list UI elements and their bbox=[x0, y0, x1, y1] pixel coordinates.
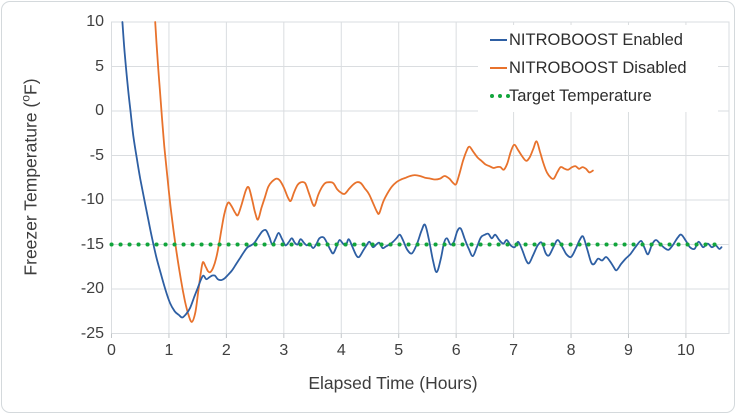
x-tick-label: 0 bbox=[107, 342, 116, 359]
legend-item-enabled: NITROBOOST Enabled bbox=[490, 26, 718, 54]
y-tick-label: -25 bbox=[80, 324, 104, 342]
plot-border bbox=[111, 21, 730, 334]
legend-item-disabled: NITROBOOST Disabled bbox=[490, 54, 718, 82]
legend-label-enabled: NITROBOOST Enabled bbox=[509, 30, 683, 49]
enabled-line-swatch bbox=[490, 39, 507, 41]
disabled-line-swatch bbox=[490, 67, 507, 69]
y-axis-title: Freezer Temperature (oF) bbox=[19, 78, 42, 275]
x-tick-label: 7 bbox=[509, 342, 519, 359]
x-tick-label: 5 bbox=[394, 342, 404, 359]
legend-label-target: Target Temperature bbox=[509, 86, 652, 105]
degree-symbol: o bbox=[18, 94, 33, 102]
x-tick-label: 6 bbox=[451, 342, 461, 359]
legend-label-disabled: NITROBOOST Disabled bbox=[509, 58, 687, 77]
series-nitroboost-disabled-line bbox=[154, 21, 594, 323]
legend: NITROBOOST Enabled NITROBOOST Disabled T… bbox=[478, 25, 718, 112]
y-tick-label: 5 bbox=[95, 57, 104, 75]
y-tick-label: -20 bbox=[80, 280, 104, 297]
x-tick-label: 10 bbox=[677, 342, 695, 359]
series-nitroboost-enabled-line bbox=[121, 21, 723, 319]
x-tick-label: 8 bbox=[566, 342, 576, 359]
y-axis-title-text: Freezer Temperature ( bbox=[20, 101, 41, 276]
y-tick-label: 0 bbox=[95, 102, 104, 119]
y-tick-label: -10 bbox=[80, 191, 104, 208]
target-dots-swatch bbox=[490, 93, 511, 99]
x-tick-label: 9 bbox=[624, 342, 633, 359]
y-tick-label: -15 bbox=[80, 235, 104, 253]
x-tick-label: 1 bbox=[164, 342, 174, 359]
x-axis-title: Elapsed Time (Hours) bbox=[308, 373, 478, 393]
y-axis-title-unit: F) bbox=[20, 78, 41, 95]
y-tick-label: -5 bbox=[89, 146, 104, 164]
legend-item-target: Target Temperature bbox=[490, 82, 718, 110]
x-tick-label: 2 bbox=[221, 342, 231, 359]
x-tick-label: 3 bbox=[279, 342, 289, 359]
y-tick-label: 10 bbox=[86, 13, 104, 30]
x-tick-label: 4 bbox=[336, 342, 346, 359]
